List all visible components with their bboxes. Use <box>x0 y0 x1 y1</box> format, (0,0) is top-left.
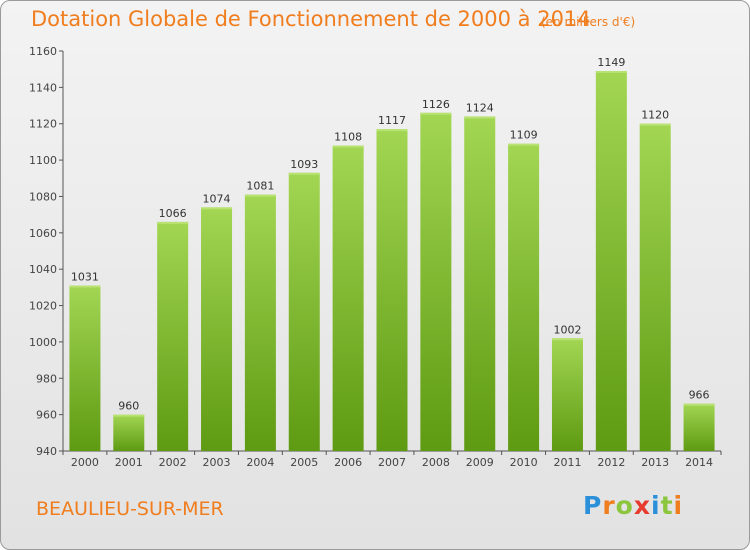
bar-2000 <box>69 285 101 451</box>
bar-2011 <box>551 338 583 451</box>
x-tick-label: 2007 <box>378 456 406 469</box>
bar-top-2012 <box>595 71 627 73</box>
data-label-2009: 1124 <box>466 101 494 114</box>
x-tick-label: 2011 <box>553 456 581 469</box>
bar-top-2010 <box>508 143 540 146</box>
x-tick-label: 2000 <box>71 456 99 469</box>
data-label-2012: 1149 <box>597 56 625 69</box>
logo-letter: P <box>583 491 603 520</box>
x-tick-label: 2014 <box>685 456 713 469</box>
bar-top-2002 <box>157 221 189 224</box>
y-tick-label: 1000 <box>29 336 57 349</box>
bar-2009 <box>464 116 496 452</box>
bar-top-2011 <box>551 338 583 341</box>
bar-2010 <box>508 143 540 451</box>
x-tick-label: 2013 <box>641 456 669 469</box>
logo-letter: i <box>651 491 661 520</box>
x-tick-label: 2002 <box>159 456 187 469</box>
data-label-2000: 1031 <box>71 271 99 284</box>
x-tick-label: 2001 <box>115 456 143 469</box>
y-tick-label: 1080 <box>29 190 57 203</box>
commune-name: BEAULIEU-SUR-MER <box>36 498 224 520</box>
bar-2002 <box>157 221 189 451</box>
bar-2001 <box>113 414 145 451</box>
x-tick-label: 2012 <box>597 456 625 469</box>
data-label-2013: 1120 <box>641 109 669 122</box>
y-tick-label: 960 <box>36 409 57 422</box>
x-tick-label: 2004 <box>246 456 274 469</box>
y-tick-label: 1140 <box>29 81 57 94</box>
bar-top-2014 <box>683 403 715 406</box>
bar-2014 <box>683 403 715 451</box>
chart-bars <box>69 71 715 452</box>
x-tick-label: 2008 <box>422 456 450 469</box>
bar-2008 <box>420 112 452 452</box>
chart-axes: 940 960 980 1000 1020 1040 1060 1080 1100 1120 114… <box>29 45 722 469</box>
bar-2003 <box>201 207 233 451</box>
y-tick-label: 1040 <box>29 263 57 276</box>
bar-top-2013 <box>639 123 671 126</box>
chart-subtitle: (en milliers d'€) <box>541 15 636 29</box>
data-label-2001: 960 <box>118 400 139 413</box>
data-label-2002: 1066 <box>159 207 187 220</box>
y-tick-label: 1120 <box>29 118 57 131</box>
chart-data-labels: 1031 960 1066 1074 1081 1093 1108 1117 1126 1124 1… <box>71 56 710 413</box>
x-tick-label: 2006 <box>334 456 362 469</box>
x-tick-label: 2005 <box>290 456 318 469</box>
y-tick-label: 1160 <box>29 45 57 58</box>
data-label-2008: 1126 <box>422 98 450 111</box>
bar-2007 <box>376 129 408 451</box>
bar-top-2008 <box>420 112 452 115</box>
data-label-2011: 1002 <box>553 323 581 336</box>
y-tick-label: 1100 <box>29 154 57 167</box>
logo-letter: x <box>633 491 651 520</box>
data-label-2003: 1074 <box>203 192 231 205</box>
y-tick-label: 1060 <box>29 227 57 240</box>
data-label-2007: 1117 <box>378 114 406 127</box>
bar-2004 <box>244 194 276 452</box>
bar-top-2003 <box>201 207 233 210</box>
data-label-2005: 1093 <box>290 158 318 171</box>
chart-title: Dotation Globale de Fonctionnement de 20… <box>31 7 591 31</box>
bar-top-2005 <box>288 172 320 175</box>
proxiti-logo: Proxiti <box>583 491 683 520</box>
bar-2005 <box>288 172 320 451</box>
x-tick-label: 2003 <box>203 456 231 469</box>
y-tick-label: 940 <box>36 445 57 458</box>
bar-2012 <box>595 71 627 451</box>
bar-top-2009 <box>464 116 496 119</box>
bar-top-2006 <box>332 145 364 148</box>
bar-2006 <box>332 145 364 451</box>
logo-letter: i <box>673 491 684 520</box>
bar-top-2007 <box>376 129 408 132</box>
logo-letter: r <box>602 491 616 520</box>
y-tick-label: 1020 <box>29 300 57 313</box>
x-tick-label: 2009 <box>466 456 494 469</box>
data-label-2006: 1108 <box>334 131 362 144</box>
data-label-2010: 1109 <box>510 129 538 142</box>
data-label-2014: 966 <box>689 389 710 402</box>
logo-letter: t <box>660 491 674 520</box>
data-label-2004: 1081 <box>246 180 274 193</box>
bar-2013 <box>639 123 671 452</box>
logo-letter: o <box>615 491 634 520</box>
bar-top-2001 <box>113 414 145 417</box>
bar-top-2000 <box>69 285 101 288</box>
bar-top-2004 <box>244 194 276 197</box>
x-tick-label: 2010 <box>510 456 538 469</box>
y-tick-label: 980 <box>36 372 57 385</box>
